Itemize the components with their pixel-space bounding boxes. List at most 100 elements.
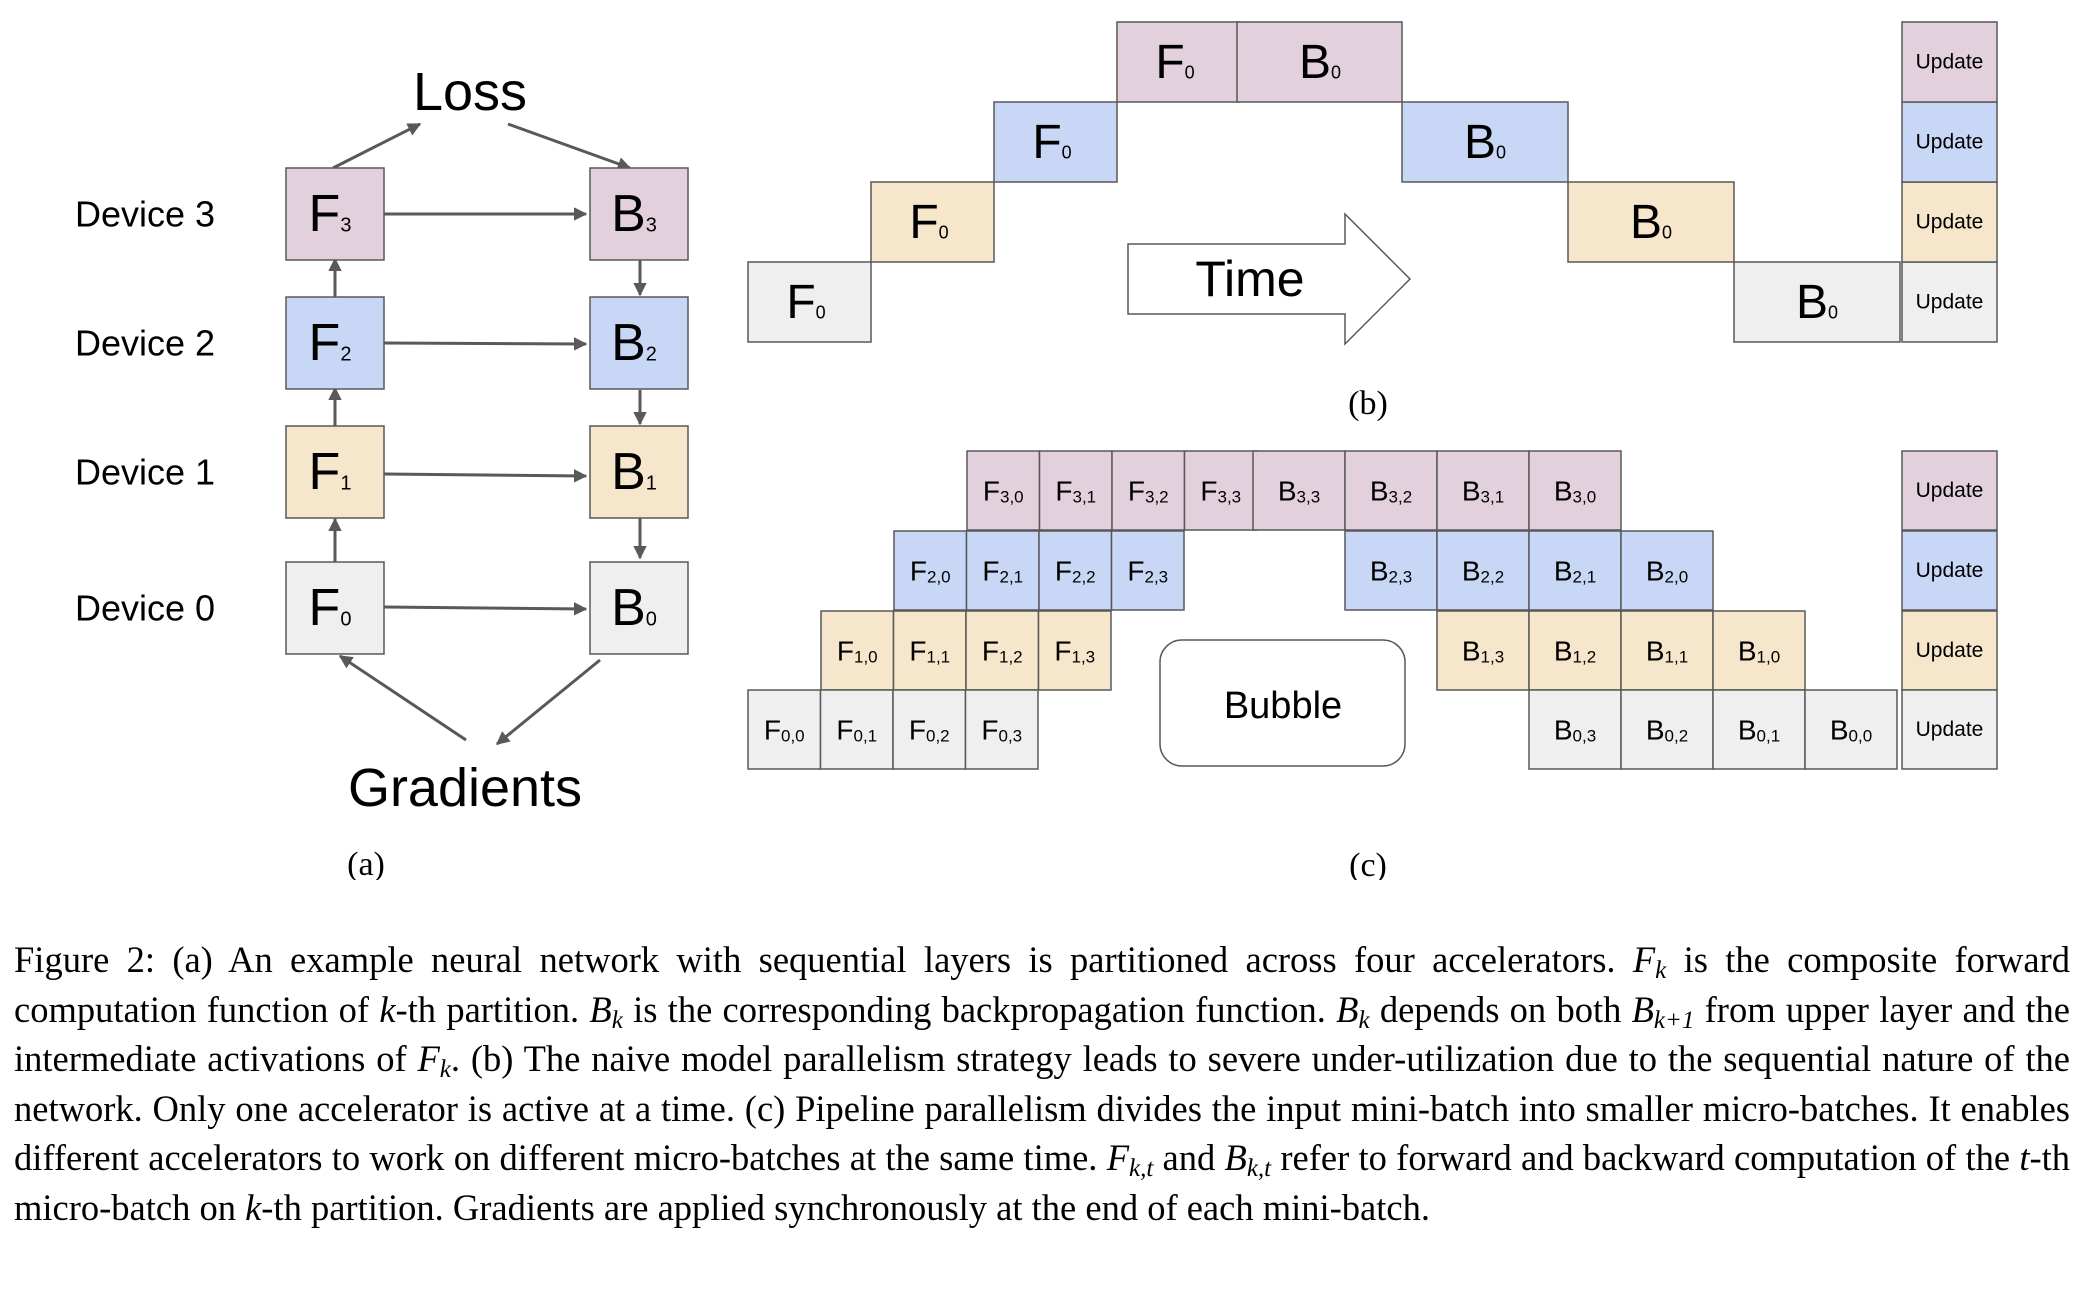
backward-box (589, 296, 689, 390)
backward-cell (1344, 450, 1438, 531)
backward-label: B0 (1299, 36, 1341, 89)
forward-label: F0 (786, 276, 825, 329)
backward-cell (1252, 450, 1346, 531)
edge-gradients-to-b0 (495, 658, 601, 746)
forward-label: F3,0 (983, 475, 1024, 506)
device-label: Device 0 (75, 588, 215, 629)
forward-label: F1 (309, 443, 352, 501)
backward-label: B0 (1796, 276, 1838, 329)
forward-label: F3,1 (1055, 475, 1096, 506)
forward-cell (1110, 530, 1185, 611)
backward-cell (1528, 450, 1622, 531)
update-label: Update (1916, 211, 1984, 234)
figure-caption: Figure 2: (a) An example neural network … (14, 939, 2071, 1228)
backward-label: B3,2 (1370, 475, 1412, 506)
edge-f1-to-b1 (383, 469, 588, 483)
forward-label: F0,3 (981, 714, 1022, 745)
forward-label: F0,0 (764, 714, 805, 745)
math-fk: F (417, 1038, 440, 1079)
math-k: k (245, 1186, 262, 1228)
math-bkt: B (1224, 1137, 1247, 1178)
backward-label: B2,0 (1646, 555, 1688, 586)
backward-label: B3 (611, 185, 657, 243)
backward-label: B0 (1630, 196, 1672, 249)
backward-label: B2 (611, 314, 657, 372)
backward-label: B0 (1464, 116, 1506, 169)
gradients-label: Gradients (348, 758, 582, 818)
forward-label: F0 (909, 196, 948, 249)
panel-b-caption: (b) (1348, 385, 1388, 422)
forward-cell (1111, 450, 1186, 531)
forward-cell (1116, 21, 1241, 103)
forward-cell (964, 689, 1039, 770)
forward-label: F1,1 (909, 635, 950, 666)
forward-cell (1038, 450, 1113, 531)
forward-box (285, 561, 385, 655)
backward-label: B0,0 (1830, 714, 1872, 745)
forward-cell (993, 101, 1118, 183)
backward-cell (1733, 261, 1901, 343)
update-cell (1901, 450, 1998, 531)
forward-label: F1,0 (837, 635, 878, 666)
math-bk-plus-1: B (1631, 988, 1654, 1030)
backward-label: B0,3 (1554, 714, 1596, 745)
forward-cell (1183, 450, 1258, 531)
forward-label: F2,3 (1127, 555, 1168, 586)
forward-label: F0 (1155, 36, 1194, 89)
backward-label: B1,1 (1646, 635, 1688, 666)
backward-label: B0 (611, 579, 657, 637)
backward-cell (1236, 21, 1403, 103)
forward-label: F0 (1032, 116, 1071, 169)
forward-box (285, 425, 385, 519)
backward-label: B1 (611, 443, 657, 501)
backward-cell (1528, 530, 1622, 611)
update-label: Update (1916, 559, 1984, 582)
forward-box (285, 167, 385, 261)
backward-label: B3,0 (1554, 475, 1596, 506)
forward-cell (820, 610, 895, 691)
forward-label: F0 (309, 579, 352, 637)
math-fk: F (1632, 939, 1656, 980)
time-label: Time (1195, 251, 1304, 307)
forward-label: F1,2 (982, 635, 1023, 666)
math-t: t (2019, 1137, 2030, 1178)
update-cell (1901, 689, 1998, 770)
forward-label: F2,1 (982, 555, 1023, 586)
update-cell (1901, 530, 1998, 611)
forward-cell (892, 610, 967, 691)
backward-box (589, 425, 689, 519)
time-arrow (1127, 212, 1412, 346)
panel-c-caption: (c) (1349, 847, 1387, 880)
update-label: Update (1916, 51, 1984, 74)
backward-cell (1436, 450, 1530, 531)
backward-cell (1344, 530, 1438, 611)
backward-cell (1712, 689, 1806, 770)
math-fkt: F (1106, 1137, 1129, 1178)
panel-b-naive-schedule: F0 B0 Update F0 B0 Update F0 B0 Update F0 B0 Update… (747, 21, 1998, 422)
update-cell (1901, 21, 1998, 103)
backward-label: B1,3 (1462, 635, 1504, 666)
backward-label: B2,1 (1554, 555, 1596, 586)
forward-cell (965, 610, 1040, 691)
backward-cell (1567, 181, 1735, 263)
backward-label: B3,3 (1278, 475, 1320, 506)
device-label: Device 3 (75, 194, 215, 235)
update-label: Update (1916, 479, 1984, 502)
backward-box (589, 167, 689, 261)
backward-label: B2,2 (1462, 555, 1504, 586)
forward-box (285, 296, 385, 390)
forward-cell (893, 530, 968, 611)
bubble-box (1159, 639, 1406, 767)
forward-label: F2,2 (1055, 555, 1096, 586)
forward-cell (747, 261, 872, 343)
edge-f3-to-loss (332, 122, 422, 170)
forward-cell (870, 181, 995, 263)
backward-cell (1620, 689, 1714, 770)
update-cell (1901, 101, 1998, 183)
backward-cell (1436, 530, 1530, 611)
device-label: Device 2 (75, 323, 215, 364)
backward-label: B3,1 (1462, 475, 1504, 506)
bubble-label: Bubble (1224, 685, 1342, 727)
edge-f2-to-b2 (383, 337, 588, 351)
update-cell (1901, 610, 1998, 691)
